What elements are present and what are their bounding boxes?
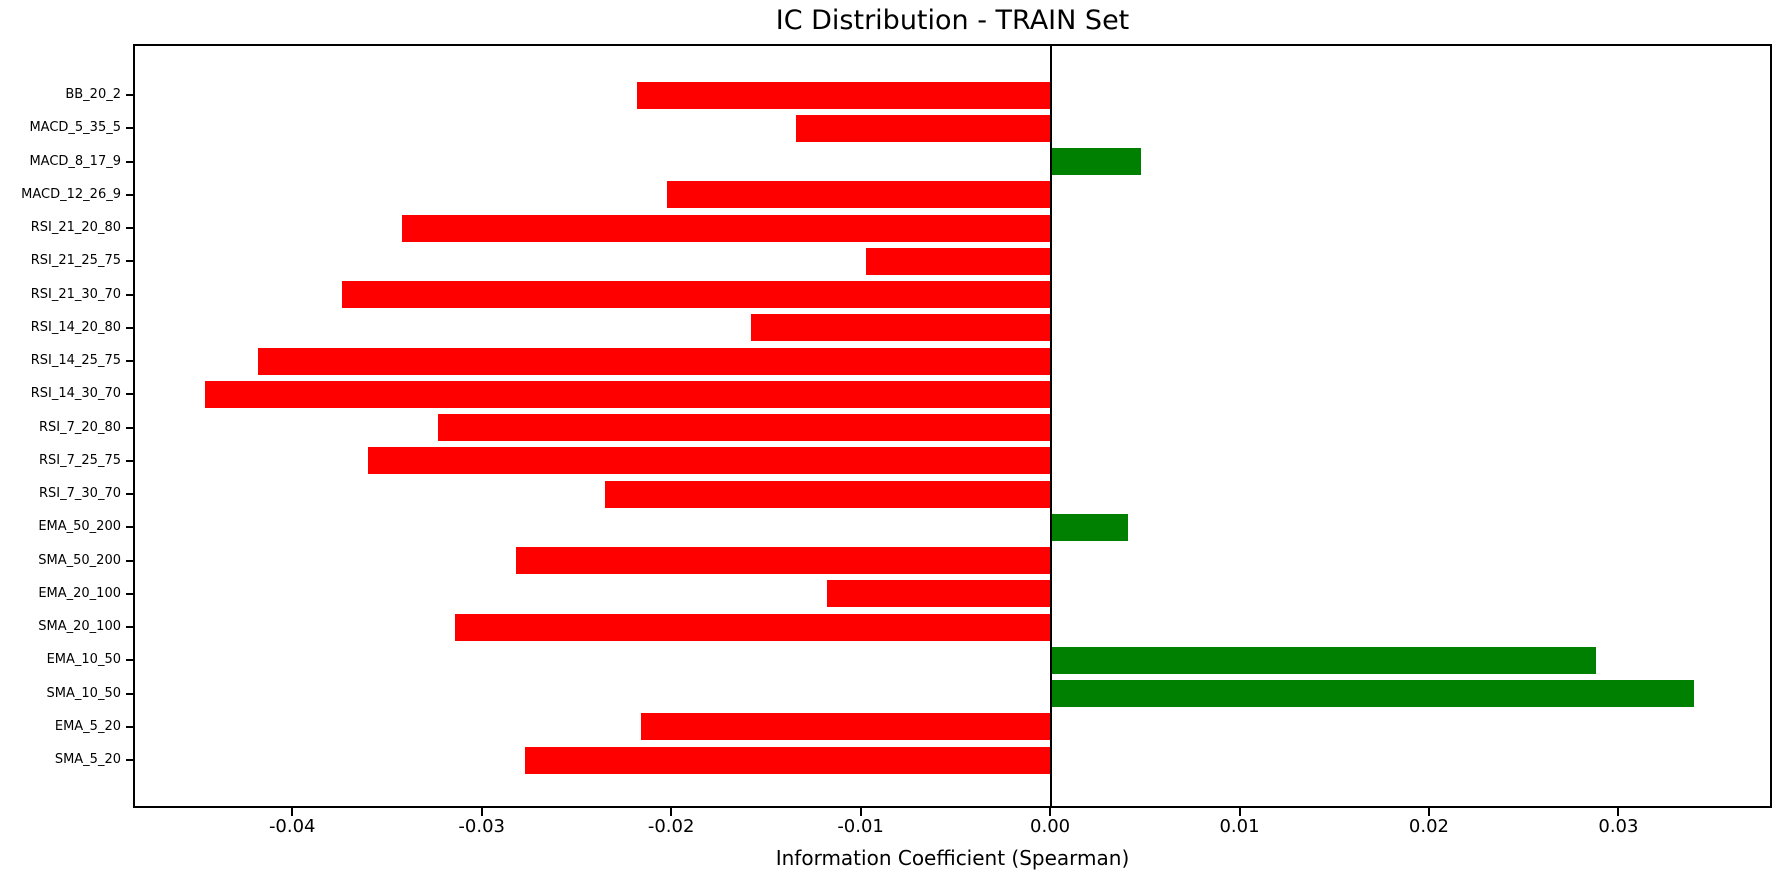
bar-SMA_10_50 <box>1050 680 1695 707</box>
chart-title: IC Distribution - TRAIN Set <box>775 5 1130 36</box>
bar-MACD_8_17_9 <box>1050 148 1141 175</box>
y-tick-label-RSI_7_20_80: RSI_7_20_80 <box>39 419 121 435</box>
y-tick-label-MACD_5_35_5: MACD_5_35_5 <box>29 120 121 136</box>
y-tick-label-RSI_14_20_80: RSI_14_20_80 <box>30 319 121 335</box>
bar-SMA_50_200 <box>515 547 1051 574</box>
x-tick-label--0.01: -0.01 <box>837 816 884 837</box>
x-tick-mark <box>1049 808 1052 816</box>
bar-RSI_21_30_70 <box>341 281 1051 308</box>
bar-RSI_21_25_75 <box>866 247 1051 275</box>
y-tick-label-MACD_8_17_9: MACD_8_17_9 <box>29 153 121 169</box>
bar-RSI_14_30_70 <box>205 380 1051 408</box>
bar-RSI_7_25_75 <box>368 447 1051 475</box>
y-tick-label-RSI_7_30_70: RSI_7_30_70 <box>39 486 121 501</box>
y-tick-mark <box>126 193 133 196</box>
bar-MACD_12_26_9 <box>667 181 1051 209</box>
y-tick-label-EMA_10_50: EMA_10_50 <box>46 652 121 668</box>
y-tick-label-RSI_21_30_70: RSI_21_30_70 <box>30 286 121 302</box>
bar-MACD_5_35_5 <box>796 114 1051 142</box>
x-tick-label--0.03: -0.03 <box>458 816 505 837</box>
y-tick-label-RSI_14_30_70: RSI_14_30_70 <box>30 386 121 402</box>
y-tick-mark <box>126 94 133 96</box>
bar-EMA_5_20 <box>640 713 1051 741</box>
y-tick-label-SMA_5_20: SMA_5_20 <box>54 752 121 767</box>
y-tick-mark <box>126 592 133 595</box>
bar-EMA_20_100 <box>826 580 1051 608</box>
bar-RSI_14_25_75 <box>258 347 1051 375</box>
bar-EMA_10_50 <box>1050 646 1596 674</box>
y-tick-mark <box>126 160 133 163</box>
y-tick-mark <box>126 559 133 562</box>
y-tick-label-RSI_21_20_80: RSI_21_20_80 <box>30 220 121 235</box>
bar-RSI_7_30_70 <box>604 480 1051 508</box>
bar-RSI_14_20_80 <box>750 314 1051 342</box>
y-tick-mark <box>126 459 133 462</box>
x-tick-label--0.02: -0.02 <box>647 816 695 837</box>
y-tick-label-EMA_20_100: EMA_20_100 <box>38 585 121 601</box>
x-tick-label-0.02: 0.02 <box>1408 816 1449 837</box>
y-tick-mark <box>126 426 133 429</box>
y-tick-label-MACD_12_26_9: MACD_12_26_9 <box>21 186 121 202</box>
plot-area <box>133 44 1772 808</box>
x-tick-mark <box>670 808 673 816</box>
y-tick-mark <box>126 759 133 761</box>
y-tick-label-SMA_50_200: SMA_50_200 <box>38 552 121 568</box>
y-tick-mark <box>126 659 133 662</box>
y-tick-label-RSI_7_25_75: RSI_7_25_75 <box>39 452 121 468</box>
y-tick-mark <box>126 526 133 529</box>
x-tick-mark <box>291 808 294 816</box>
y-tick-label-RSI_14_25_75: RSI_14_25_75 <box>30 353 121 368</box>
x-tick-label-0.00: 0.00 <box>1030 816 1071 837</box>
x-tick-label-0.03: 0.03 <box>1598 816 1639 837</box>
y-tick-mark <box>126 227 133 229</box>
y-tick-label-BB_20_2: BB_20_2 <box>65 87 121 102</box>
y-tick-label-SMA_20_100: SMA_20_100 <box>38 619 121 634</box>
y-tick-mark <box>126 360 133 362</box>
bar-BB_20_2 <box>637 81 1051 109</box>
y-tick-label-SMA_10_50: SMA_10_50 <box>46 685 121 701</box>
y-tick-mark <box>126 260 133 263</box>
bar-SMA_5_20 <box>525 746 1051 774</box>
y-tick-mark <box>126 725 133 728</box>
y-tick-mark <box>126 127 133 130</box>
x-axis-label: Information Coefficient (Spearman) <box>775 846 1130 870</box>
y-tick-label-EMA_50_200: EMA_50_200 <box>38 519 121 535</box>
y-tick-mark <box>126 692 133 695</box>
bar-SMA_20_100 <box>455 613 1051 641</box>
x-tick-mark <box>859 808 862 816</box>
y-tick-mark <box>126 326 133 329</box>
x-tick-mark <box>1617 808 1620 816</box>
y-tick-mark <box>126 393 133 396</box>
bar-RSI_21_20_80 <box>402 214 1051 242</box>
x-tick-mark <box>1238 808 1241 816</box>
y-tick-label-EMA_5_20: EMA_5_20 <box>54 718 121 734</box>
zero-line <box>1050 46 1053 806</box>
bar-EMA_50_200 <box>1050 513 1128 541</box>
x-tick-label-0.01: 0.01 <box>1219 816 1260 837</box>
y-tick-mark <box>126 293 133 296</box>
x-tick-mark <box>480 808 483 816</box>
bar-RSI_7_20_80 <box>438 414 1051 441</box>
x-tick-mark <box>1427 808 1430 816</box>
y-tick-label-RSI_21_25_75: RSI_21_25_75 <box>30 253 121 269</box>
y-tick-mark <box>126 493 133 495</box>
x-tick-label--0.04: -0.04 <box>268 816 316 837</box>
y-tick-mark <box>126 626 133 628</box>
